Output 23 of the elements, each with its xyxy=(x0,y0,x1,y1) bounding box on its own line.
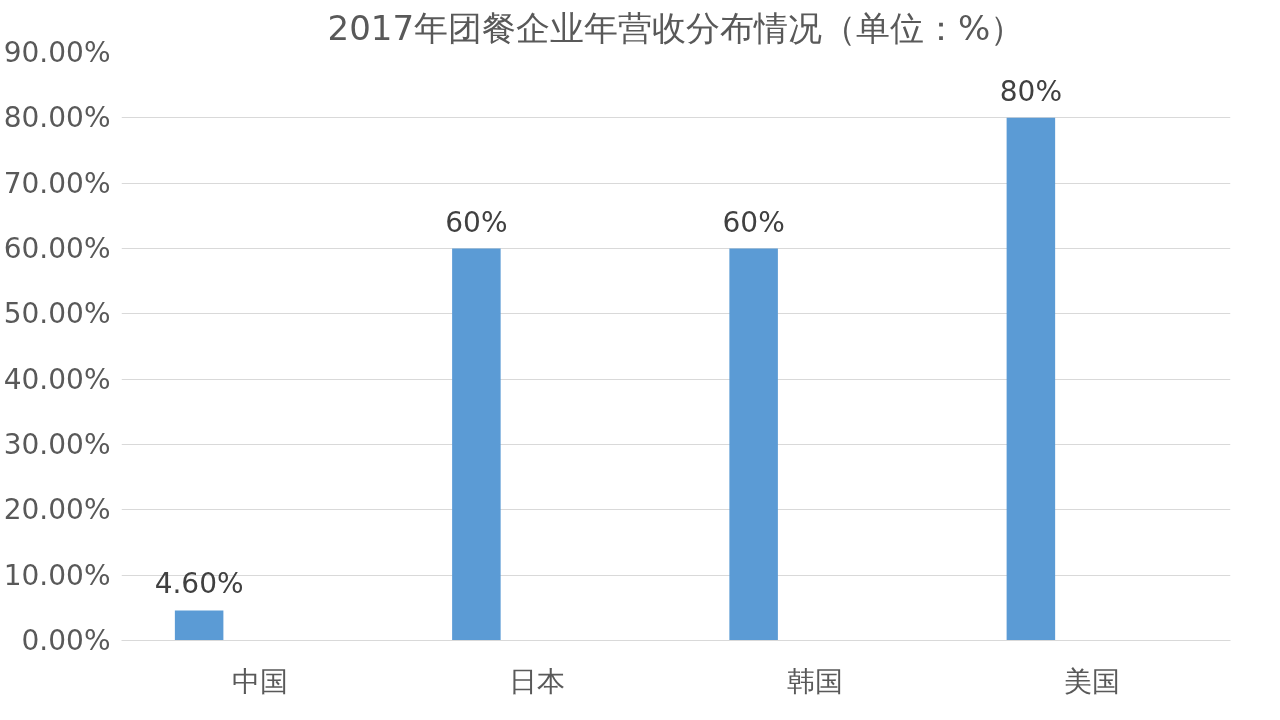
y-tick-label: 60.00% xyxy=(3,232,111,265)
data-label: 4.60% xyxy=(154,567,244,601)
data-label: 60% xyxy=(722,205,785,239)
y-tick-label: 10.00% xyxy=(3,558,111,592)
y-tick-label: 90.00% xyxy=(3,36,111,69)
y-tick-label: 50.00% xyxy=(3,297,111,331)
y-tick-label: 20.00% xyxy=(3,493,111,527)
x-tick-label: 日本 xyxy=(509,664,566,698)
y-tick-label: 80.00% xyxy=(3,101,111,135)
chart-title: 2017年团餐企业年营收分布情况（单位：%） xyxy=(327,7,1025,48)
y-tick-label: 30.00% xyxy=(3,428,111,461)
y-tick-label: 0.00% xyxy=(21,624,111,657)
bar xyxy=(174,610,224,641)
data-label: 80% xyxy=(999,74,1062,108)
x-tick-label: 中国 xyxy=(232,664,289,698)
x-tick-label: 韩国 xyxy=(786,664,843,698)
bar xyxy=(729,248,778,641)
y-tick-label: 40.00% xyxy=(3,362,111,396)
x-tick-label: 美国 xyxy=(1063,664,1120,698)
bar xyxy=(1006,117,1056,641)
bar xyxy=(452,248,501,641)
y-tick-label: 70.00% xyxy=(3,166,111,200)
data-label: 60% xyxy=(445,205,508,239)
